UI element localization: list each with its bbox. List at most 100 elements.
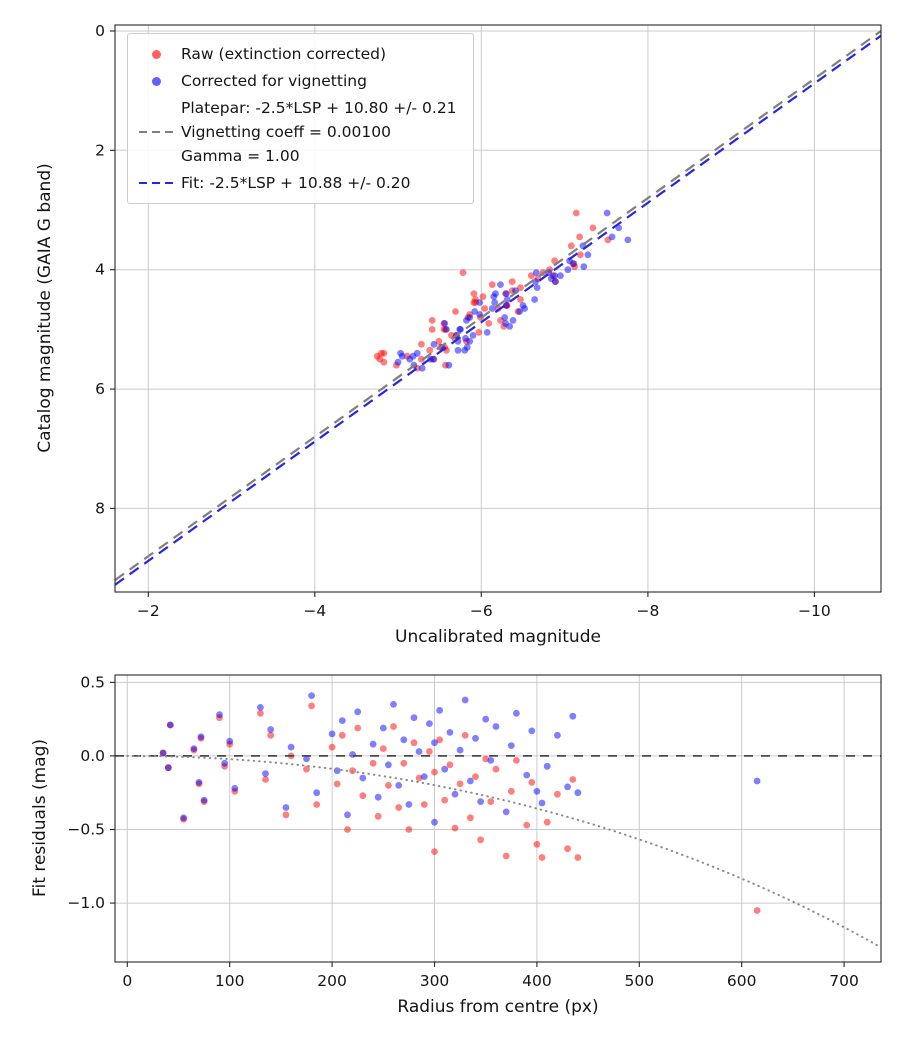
corrected-points-point	[580, 263, 588, 271]
platepar-line-marker-icon	[139, 130, 173, 134]
raw-points-point	[485, 320, 493, 327]
x-tick-label: 0	[122, 972, 132, 990]
raw-points-point	[481, 305, 489, 312]
raw-residuals-point	[472, 773, 479, 780]
raw-residuals-point	[564, 845, 571, 853]
legend-label: Corrected for vignetting	[181, 72, 367, 90]
raw-residuals-point	[395, 804, 403, 811]
x-tick-label: 400	[522, 972, 552, 990]
raw-residuals-point	[482, 755, 490, 763]
raw-residuals-point	[257, 709, 264, 717]
corrected-residuals-point	[415, 748, 423, 755]
corrected-points-point	[624, 236, 632, 244]
corrected-residuals-point	[369, 740, 377, 748]
corrected-residuals-point	[543, 762, 551, 770]
corrected-residuals-point	[569, 712, 577, 720]
x-tick-label: −2	[137, 602, 160, 620]
raw-points-point	[475, 329, 483, 336]
raw-points-point	[589, 224, 597, 232]
raw-points-point	[488, 281, 496, 288]
corrected-residuals-point	[528, 727, 536, 735]
corrected-residuals-point	[166, 721, 174, 729]
raw-points-point	[576, 233, 583, 241]
raw-residuals-point	[441, 796, 449, 804]
raw-residuals-point	[374, 812, 382, 820]
raw-residuals-point	[415, 774, 423, 782]
raw-residuals-point	[369, 759, 377, 767]
raw-residuals-point	[359, 792, 367, 800]
corrected-points-point	[469, 332, 477, 339]
corrected-residuals-point	[554, 731, 561, 739]
corrected-residuals-point	[410, 714, 418, 722]
x-tick-label: −6	[470, 602, 493, 620]
corrected-points-point	[584, 251, 592, 259]
raw-residuals-point	[523, 821, 531, 829]
raw-residuals-point	[533, 840, 541, 848]
corrected-residuals-point	[390, 701, 397, 708]
raw-points-point	[517, 296, 524, 303]
corrected-residuals-point	[216, 711, 223, 719]
corrected-residuals-point	[180, 814, 188, 822]
legend-label: Raw (extinction corrected)	[181, 45, 387, 63]
corrected-residuals-point	[456, 746, 464, 754]
x-axis-label: Radius from centre (px)	[397, 997, 599, 1017]
raw-points-point	[418, 355, 425, 363]
corrected-points-point	[454, 346, 462, 354]
raw-residuals-point	[446, 761, 454, 769]
y-tick-label: −0.5	[67, 821, 105, 839]
corrected-points-point	[603, 209, 611, 217]
corrected-points-point	[476, 299, 484, 306]
y-tick-label: −1.0	[67, 894, 105, 912]
raw-points-point	[479, 293, 487, 300]
y-axis-label: Fit residuals (mag)	[30, 739, 50, 897]
legend-label: Fit: -2.5*LSP + 10.88 +/- 0.20	[181, 174, 411, 192]
legend-row: Raw (extinction corrected)	[137, 42, 457, 66]
plot-area	[115, 30, 881, 586]
corrected-points-point	[608, 233, 616, 241]
corrected-points-point	[566, 257, 573, 265]
y-tick-label: 0.0	[80, 747, 105, 765]
raw-residuals-point	[753, 907, 761, 914]
corrected-residuals-point	[507, 742, 515, 749]
legend-row: Corrected for vignetting	[137, 69, 457, 93]
raw-residuals-point	[308, 702, 315, 710]
corrected-residuals-point	[262, 770, 269, 777]
raw-residuals-point	[431, 768, 438, 776]
corrected-residuals-point	[338, 717, 346, 724]
axes-spines	[114, 24, 882, 593]
corrected-points-point	[502, 290, 510, 297]
platepar-line	[115, 30, 881, 581]
fit-line	[115, 34, 881, 586]
corrected-residuals-point	[426, 720, 433, 727]
corrected-points-point	[502, 320, 509, 327]
axes-spines	[114, 674, 882, 963]
raw-points-point	[428, 317, 436, 324]
corrected-residuals-point	[502, 808, 510, 816]
corrected-residuals-point	[282, 804, 290, 811]
raw-residuals-point	[328, 743, 336, 751]
raw-residuals-point	[385, 782, 392, 789]
raw-points-point	[567, 242, 575, 250]
corrected-residuals-point	[221, 759, 229, 767]
x-tick-label: −4	[303, 602, 326, 620]
corrected-residuals-point	[303, 755, 310, 763]
raw-points-point	[428, 326, 436, 333]
raw-points-point	[517, 284, 524, 291]
corrected-residuals-point	[359, 774, 367, 782]
corrected-residuals-point	[197, 733, 205, 741]
corrected-points-point	[394, 358, 402, 366]
y-tick-label: 2	[95, 141, 105, 159]
corrected-residuals-point	[431, 818, 438, 826]
raw-points-point	[572, 209, 580, 217]
corrected-residuals-point	[564, 783, 571, 791]
corrected-residuals-point	[431, 739, 438, 747]
y-tick-label: 0.5	[80, 673, 105, 691]
corrected-residuals-point	[379, 724, 387, 732]
corrected-residuals-point	[328, 730, 336, 738]
corrected-residuals-point	[574, 789, 582, 797]
corrected-points-point	[501, 314, 509, 321]
corrected-points-point	[483, 329, 491, 336]
corrected-residuals-point	[349, 751, 356, 758]
raw-residuals-point	[410, 739, 418, 747]
